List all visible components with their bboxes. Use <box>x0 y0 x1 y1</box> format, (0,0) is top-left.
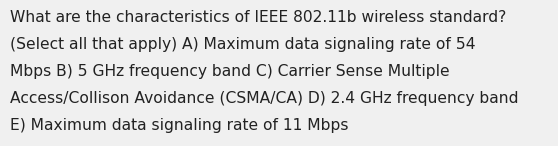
Text: E) Maximum data signaling rate of 11 Mbps: E) Maximum data signaling rate of 11 Mbp… <box>10 118 349 133</box>
Text: (Select all that apply) A) Maximum data signaling rate of 54: (Select all that apply) A) Maximum data … <box>10 37 475 52</box>
Text: Access/Collison Avoidance (CSMA/CA) D) 2.4 GHz frequency band: Access/Collison Avoidance (CSMA/CA) D) 2… <box>10 91 518 106</box>
Text: What are the characteristics of IEEE 802.11b wireless standard?: What are the characteristics of IEEE 802… <box>10 10 507 25</box>
Text: Mbps B) 5 GHz frequency band C) Carrier Sense Multiple: Mbps B) 5 GHz frequency band C) Carrier … <box>10 64 450 79</box>
